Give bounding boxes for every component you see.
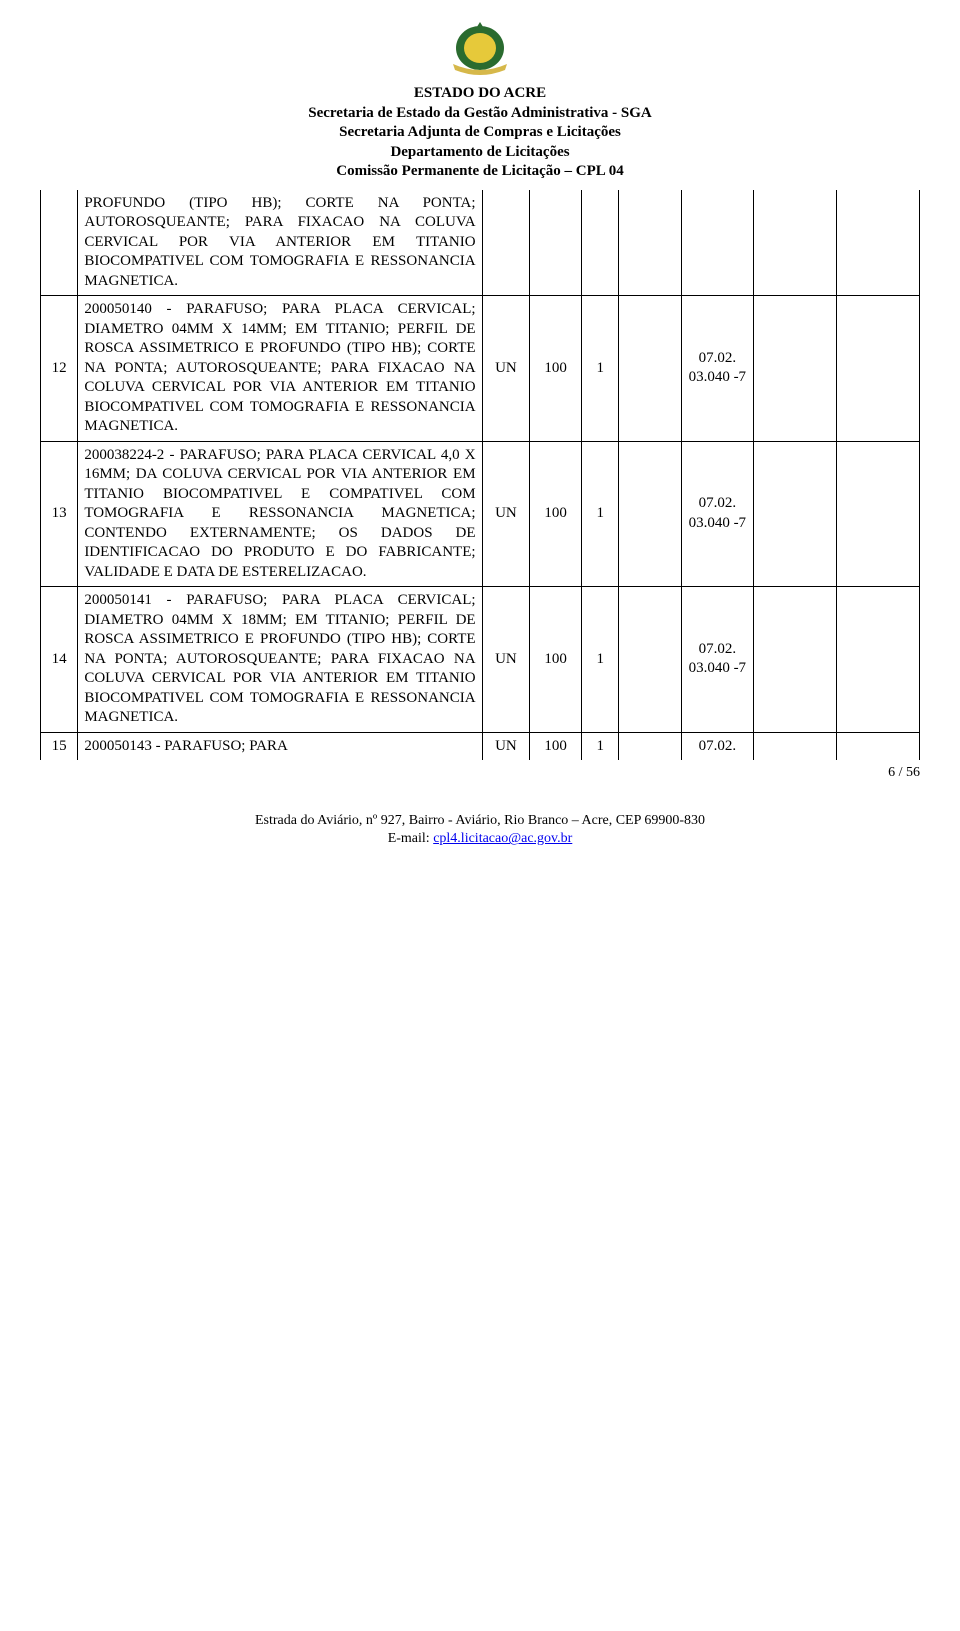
items-table: PROFUNDO (TIPO HB); CORTE NA PONTA; AUTO… — [40, 190, 920, 761]
cell-code: 07.02. — [681, 732, 754, 760]
cell-unit: UN — [482, 441, 530, 587]
cell-blank1 — [619, 190, 681, 296]
table-row: 15200050143 - PARAFUSO; PARAUN1001 07.02. — [41, 732, 920, 760]
cell-num: 15 — [41, 732, 78, 760]
cell-desc: 200038224-2 - PARAFUSO; PARA PLACA CERVI… — [78, 441, 482, 587]
cell-qty — [530, 190, 582, 296]
cell-qty: 100 — [530, 587, 582, 733]
header-line-4: Departamento de Licitações — [40, 143, 920, 163]
cell-blank2 — [754, 296, 837, 442]
cell-num — [41, 190, 78, 296]
footer: Estrada do Aviário, nº 927, Bairro - Avi… — [40, 812, 920, 848]
header-line-3: Secretaria Adjunta de Compras e Licitaçõ… — [40, 123, 920, 143]
cell-blank2 — [754, 732, 837, 760]
cell-blank2 — [754, 190, 837, 296]
page-number: 6 / 56 — [40, 764, 920, 782]
table-row: PROFUNDO (TIPO HB); CORTE NA PONTA; AUTO… — [41, 190, 920, 296]
cell-one: 1 — [582, 732, 619, 760]
footer-address: Estrada do Aviário, nº 927, Bairro - Avi… — [40, 812, 920, 830]
header-line-5: Comissão Permanente de Licitação – CPL 0… — [40, 162, 920, 182]
cell-one: 1 — [582, 441, 619, 587]
cell-qty: 100 — [530, 296, 582, 442]
cell-blank3 — [837, 732, 920, 760]
cell-code: 07.02. 03.040 -7 — [681, 587, 754, 733]
cell-desc: 200050143 - PARAFUSO; PARA — [78, 732, 482, 760]
cell-blank3 — [837, 587, 920, 733]
table-row: 14200050141 - PARAFUSO; PARA PLACA CERVI… — [41, 587, 920, 733]
header-line-1: ESTADO DO ACRE — [40, 84, 920, 104]
cell-desc: 200050141 - PARAFUSO; PARA PLACA CERVICA… — [78, 587, 482, 733]
cell-blank1 — [619, 732, 681, 760]
footer-email-label: E-mail: — [388, 831, 434, 846]
cell-desc: 200050140 - PARAFUSO; PARA PLACA CERVICA… — [78, 296, 482, 442]
footer-email-line: E-mail: cpl4.licitacao@ac.gov.br — [40, 830, 920, 848]
cell-qty: 100 — [530, 441, 582, 587]
cell-code — [681, 190, 754, 296]
cell-blank1 — [619, 587, 681, 733]
cell-blank2 — [754, 441, 837, 587]
cell-unit: UN — [482, 732, 530, 760]
cell-blank3 — [837, 190, 920, 296]
document-header: ESTADO DO ACRE Secretaria de Estado da G… — [40, 20, 920, 182]
cell-blank3 — [837, 441, 920, 587]
cell-unit — [482, 190, 530, 296]
cell-unit: UN — [482, 296, 530, 442]
table-row: 13200038224-2 - PARAFUSO; PARA PLACA CER… — [41, 441, 920, 587]
cell-blank2 — [754, 587, 837, 733]
cell-num: 13 — [41, 441, 78, 587]
cell-blank3 — [837, 296, 920, 442]
cell-code: 07.02. 03.040 -7 — [681, 296, 754, 442]
cell-one — [582, 190, 619, 296]
cell-blank1 — [619, 296, 681, 442]
table-row: 12200050140 - PARAFUSO; PARA PLACA CERVI… — [41, 296, 920, 442]
cell-num: 14 — [41, 587, 78, 733]
cell-blank1 — [619, 441, 681, 587]
cell-num: 12 — [41, 296, 78, 442]
cell-unit: UN — [482, 587, 530, 733]
state-seal-logo — [445, 20, 515, 80]
header-line-2: Secretaria de Estado da Gestão Administr… — [40, 104, 920, 124]
cell-code: 07.02. 03.040 -7 — [681, 441, 754, 587]
cell-one: 1 — [582, 296, 619, 442]
cell-desc: PROFUNDO (TIPO HB); CORTE NA PONTA; AUTO… — [78, 190, 482, 296]
footer-email: cpl4.licitacao@ac.gov.br — [433, 831, 572, 846]
cell-qty: 100 — [530, 732, 582, 760]
cell-one: 1 — [582, 587, 619, 733]
